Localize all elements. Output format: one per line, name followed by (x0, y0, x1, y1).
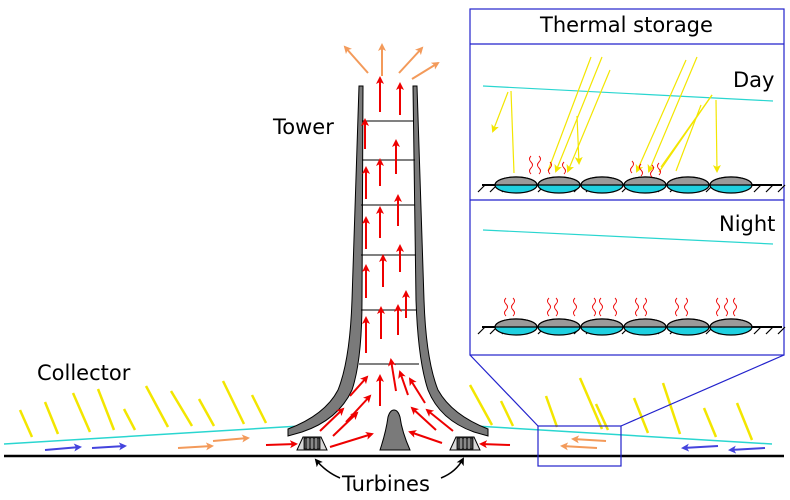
day-sun-rays (491, 56, 721, 174)
day-label: Day (733, 68, 774, 92)
cool-air-arrows (44, 442, 766, 454)
tower-rings (359, 120, 419, 365)
night-panel (477, 229, 786, 336)
turbines-label: Turbines (341, 472, 430, 496)
day-water-tubes (494, 176, 753, 194)
tower-central-cone (379, 409, 411, 451)
day-glass-line (482, 85, 774, 102)
tower (287, 85, 489, 451)
turbine-pointers (314, 457, 464, 479)
turbine-left (296, 436, 328, 451)
warm-air-arrows (177, 43, 607, 451)
collector-sun-rays (18, 377, 754, 441)
tower-wall-right (412, 85, 489, 437)
inset-source-box (537, 425, 622, 467)
night-glass-line (482, 229, 774, 245)
hot-air-arrows (265, 76, 511, 449)
inset-title: Thermal storage (539, 13, 713, 37)
night-label: Night (719, 212, 775, 236)
night-water-tubes (494, 318, 753, 336)
inset-callout: Thermal storage Day Night (469, 8, 786, 467)
day-heat-wiggles (529, 155, 661, 178)
day-panel (477, 56, 786, 194)
collector-roof (3, 425, 773, 445)
tower-wall-left (287, 85, 364, 437)
collector-label: Collector (37, 361, 131, 385)
night-heat-wiggles (504, 297, 737, 317)
tower-label: Tower (272, 115, 334, 139)
turbine-right (449, 436, 481, 451)
